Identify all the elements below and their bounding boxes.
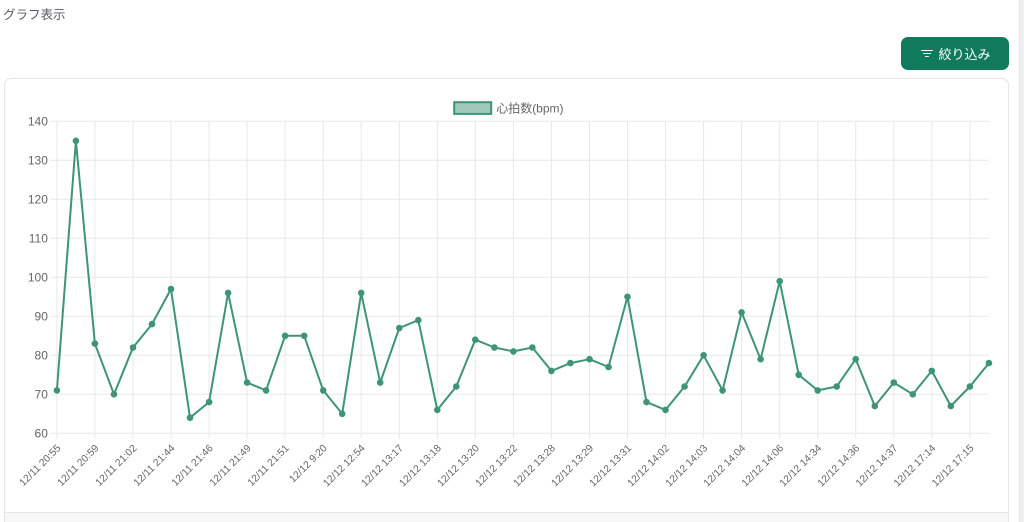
svg-text:130: 130 xyxy=(28,154,48,168)
svg-text:心拍数(bpm): 心拍数(bpm) xyxy=(496,100,563,115)
svg-text:12/11 21:51: 12/11 21:51 xyxy=(246,443,292,489)
svg-text:110: 110 xyxy=(29,232,48,246)
svg-text:80: 80 xyxy=(35,349,49,363)
svg-text:70: 70 xyxy=(35,388,49,402)
svg-text:140: 140 xyxy=(28,115,48,129)
svg-text:120: 120 xyxy=(28,193,48,207)
svg-text:60: 60 xyxy=(35,427,49,441)
svg-text:100: 100 xyxy=(28,271,48,285)
svg-text:90: 90 xyxy=(35,310,49,324)
